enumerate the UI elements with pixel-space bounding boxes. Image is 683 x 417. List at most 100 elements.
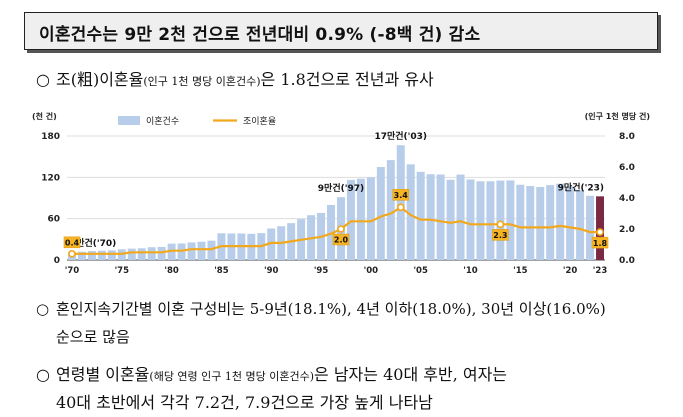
legend-label-bars: 이혼건수 [146, 115, 179, 127]
bullet3-continuation: 40대 초반에서 각각 7.2건, 7.9건으로 가장 높게 나타남 [56, 389, 433, 413]
bar [197, 241, 206, 260]
divorce-chart: 0 60 120 180 0.0 2.0 4.0 6.0 8.0 (천 건) (인구 1천 명당 건… [32, 111, 650, 276]
line-marker [337, 225, 345, 233]
bar [77, 251, 86, 260]
bar [187, 242, 196, 260]
bullet-age-divorce-rate: ○ 연령별 이혼율(해당 연령 인구 1천 명당 이혼건수)은 남자는 40대 후… [36, 361, 507, 385]
x-tick-label: '15 [513, 266, 528, 276]
x-tick-label: '90 [264, 266, 279, 276]
right-axis-tick-label: 6.0 [619, 163, 635, 173]
bar [456, 174, 465, 260]
line-marker [496, 220, 505, 229]
bar [446, 179, 455, 260]
line-value-box [492, 229, 509, 241]
bar [416, 171, 425, 260]
headline-box: 이혼건수는 9만 2천 건으로 전년대비 0.9% (-8백 건) 감소 [24, 12, 658, 50]
bullet1-pre: 조(粗)이혼율 [56, 70, 144, 89]
line-value-label: 3.4 [394, 191, 409, 200]
x-tick-label: '95 [314, 266, 329, 276]
bullet-marker: ○ [36, 365, 50, 384]
x-tick-label: '20 [563, 266, 578, 276]
line-value-label: 2.3 [493, 231, 507, 240]
bullet3-line2: 40대 초반에서 각각 7.2건, 7.9건으로 가장 높게 나타남 [56, 393, 433, 412]
bar [466, 179, 475, 260]
x-tick-label: '05 [413, 266, 428, 276]
bullet-marker: ○ [36, 70, 50, 89]
line-value-label: 2.0 [334, 236, 349, 245]
bar [267, 228, 276, 260]
right-axis-tick-label: 0.0 [619, 256, 635, 266]
x-tick-label: '23 [593, 266, 608, 276]
bar [516, 184, 525, 260]
bar [207, 240, 216, 260]
bar-annotation: 17만건('03) [374, 130, 427, 142]
bar [137, 248, 146, 260]
x-tick-label: '70 [65, 266, 80, 276]
bar [386, 160, 395, 260]
bar [586, 195, 595, 260]
bar [167, 243, 176, 260]
bar [107, 250, 116, 260]
bar [147, 247, 156, 260]
right-axis-tick-label: 8.0 [619, 132, 635, 142]
bullet2-line2: 순으로 많음 [56, 328, 130, 346]
bullet3-pre: 연령별 이혼율 [56, 365, 150, 384]
line-marker [396, 203, 405, 212]
right-axis-tick-label: 2.0 [619, 225, 635, 235]
bar [127, 248, 136, 260]
bar [556, 183, 565, 260]
bar [426, 174, 435, 260]
bar [97, 250, 106, 260]
line-value-label: 1.8 [593, 239, 608, 248]
left-axis-tick-label: 120 [41, 173, 60, 183]
left-axis-tick-label: 0 [54, 256, 60, 266]
bar-annotation: 1만건('70) [70, 237, 116, 249]
divorce-rate-line [72, 205, 600, 255]
line-value-label: 0.4 [65, 239, 80, 248]
bar [436, 174, 445, 260]
line-value-box [63, 236, 81, 249]
bar [576, 189, 585, 260]
right-axis-unit: (인구 1천 명당 건) [585, 111, 650, 121]
x-tick-label: '75 [115, 266, 130, 276]
bullet3-post: 은 남자는 40대 후반, 여자는 [314, 365, 508, 384]
bar [366, 177, 375, 260]
bar [356, 178, 365, 260]
bar-annotation: 9만건('97) [318, 182, 364, 194]
left-axis-tick-label: 180 [41, 132, 60, 142]
bar [476, 181, 485, 260]
x-tick-label: '80 [164, 266, 179, 276]
bar-annotation: 9만건('23) [558, 181, 604, 193]
bar [526, 186, 535, 260]
left-axis-tick-label: 60 [47, 215, 60, 225]
left-axis-unit: (천 건) [32, 111, 57, 121]
bullet-crude-divorce-rate: ○ 조(粗)이혼율(인구 1천 명당 이혼건수)은 1.8건으로 전년과 유사 [36, 66, 434, 90]
line-marker [68, 250, 76, 258]
x-tick-label: '00 [364, 266, 379, 276]
line-value-box [591, 236, 609, 249]
legend-swatch-bars [118, 116, 140, 125]
bar [396, 145, 405, 260]
bar [376, 167, 385, 260]
bar [486, 181, 495, 260]
bar [536, 186, 545, 260]
bar [406, 164, 415, 260]
bar [566, 186, 575, 260]
bullet-marker: ○ [36, 300, 50, 318]
bullet3-paren: (해당 연령 인구 1천 명당 이혼건수) [149, 370, 315, 383]
line-value-box [332, 233, 350, 246]
bar-2023 [596, 196, 605, 260]
line-marker [596, 228, 604, 236]
line-value-box [392, 189, 410, 201]
right-axis-tick-label: 4.0 [619, 194, 635, 204]
bullet1-post: 은 1.8건으로 전년과 유사 [260, 70, 434, 89]
bar [87, 251, 96, 260]
bullet2-continuation: 순으로 많음 [56, 326, 130, 347]
bar [546, 185, 555, 260]
bar [157, 246, 166, 260]
x-tick-label: '10 [463, 266, 478, 276]
bar [346, 179, 355, 260]
bullet-marriage-duration: ○ 혼인지속기간별 이혼 구성비는 5-9년(18.1%), 4년 이하(18.0… [36, 298, 606, 319]
x-tick-label: '85 [214, 266, 229, 276]
legend-label-line: 조이혼율 [243, 115, 276, 127]
